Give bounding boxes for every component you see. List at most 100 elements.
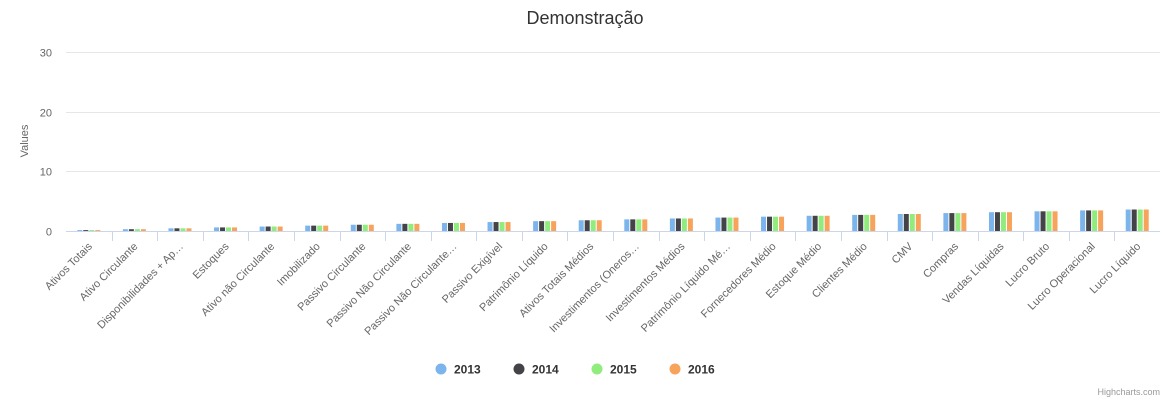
bar-2013[interactable] [943,213,949,231]
bar-2014[interactable] [721,217,727,231]
bar-2015[interactable] [499,222,505,231]
bar-2014[interactable] [994,212,1000,231]
bar-2016[interactable] [1006,212,1012,231]
legend[interactable]: 2013 2014 2015 2016 [435,363,716,377]
bar-2016[interactable] [961,213,967,231]
bar-2014[interactable] [539,221,545,231]
bar-2015[interactable] [864,214,870,231]
bar-2014[interactable] [356,224,362,231]
bar-2013[interactable] [168,228,174,231]
bar-2014[interactable] [128,229,134,231]
bar-2014[interactable] [447,222,453,231]
bar-2014[interactable] [903,214,909,231]
bar-2013[interactable] [1080,210,1086,231]
bar-2013[interactable] [624,219,630,231]
legend-item-2013[interactable]: 2013 [435,363,482,377]
bar-2015[interactable] [727,217,733,231]
bar-2014[interactable] [1086,210,1092,231]
bar-2015[interactable] [773,216,779,231]
bar-2013[interactable] [669,218,675,231]
bar-2015[interactable] [180,228,186,231]
bar-2014[interactable] [83,230,89,231]
bar-2016[interactable] [414,223,420,231]
bar-2015[interactable] [1092,210,1098,231]
bar-2016[interactable] [687,218,693,231]
bar-2015[interactable] [545,221,551,231]
bar-2016[interactable] [915,214,921,231]
bar-2015[interactable] [1137,209,1143,231]
bar-2014[interactable] [858,214,864,231]
bar-2016[interactable] [140,229,146,231]
bar-2013[interactable] [441,222,447,231]
bar-2014[interactable] [767,216,773,231]
bar-2013[interactable] [1034,211,1040,231]
bar-2014[interactable] [402,223,408,231]
bar-2013[interactable] [852,214,858,231]
bar-2014[interactable] [1040,211,1046,231]
bar-2014[interactable] [949,213,955,231]
bar-2015[interactable] [909,214,915,231]
bar-2015[interactable] [271,226,277,231]
bar-2016[interactable] [95,230,101,231]
bar-2016[interactable] [642,219,648,231]
bar-2016[interactable] [1098,210,1104,231]
legend-item-2015[interactable]: 2015 [591,363,638,377]
bar-2016[interactable] [505,222,511,231]
bar-2013[interactable] [350,224,356,231]
bar-2013[interactable] [533,221,539,231]
bar-2014[interactable] [493,222,499,231]
bar-2015[interactable] [1046,211,1052,231]
bar-2014[interactable] [265,226,271,231]
legend-item-2014[interactable]: 2014 [513,363,560,377]
bar-2015[interactable] [1000,212,1006,231]
bar-2013[interactable] [578,220,584,231]
bar-2014[interactable] [630,219,636,231]
bar-2015[interactable] [226,227,232,231]
bar-2015[interactable] [955,213,961,231]
bar-2015[interactable] [408,223,414,231]
bar-2015[interactable] [317,225,323,231]
bar-2013[interactable] [715,217,721,231]
bar-2013[interactable] [259,226,265,231]
bar-2013[interactable] [897,214,903,231]
bar-2016[interactable] [277,226,283,231]
bar-2016[interactable] [459,222,465,231]
bar-2014[interactable] [1131,209,1137,231]
bar-2014[interactable] [311,225,317,231]
bar-2015[interactable] [636,219,642,231]
bar-2016[interactable] [870,214,876,231]
bar-2013[interactable] [77,230,83,231]
bar-2014[interactable] [675,218,681,231]
bar-2013[interactable] [396,223,402,231]
bar-2014[interactable] [174,228,180,231]
bar-2016[interactable] [323,225,329,231]
bar-2016[interactable] [779,216,785,231]
bar-2013[interactable] [487,222,493,231]
bar-2013[interactable] [305,225,311,231]
bar-2015[interactable] [681,218,687,231]
bar-2015[interactable] [89,230,95,231]
bar-2013[interactable] [806,215,812,231]
bar-2013[interactable] [761,216,767,231]
bar-2015[interactable] [818,215,824,231]
bar-2016[interactable] [1052,211,1058,231]
bar-2016[interactable] [186,228,192,231]
bar-2013[interactable] [122,229,128,231]
bar-2014[interactable] [584,220,590,231]
bar-2013[interactable] [214,227,220,231]
bar-2014[interactable] [220,227,226,231]
bar-2016[interactable] [368,224,374,231]
bar-2016[interactable] [733,217,739,231]
bar-2015[interactable] [453,222,459,231]
bar-2013[interactable] [988,212,994,231]
bar-2013[interactable] [1125,209,1131,231]
bar-2015[interactable] [362,224,368,231]
legend-item-2016[interactable]: 2016 [669,363,716,377]
bar-2015[interactable] [134,229,140,231]
bar-2015[interactable] [590,220,596,231]
bar-2014[interactable] [812,215,818,231]
bar-2016[interactable] [551,221,557,231]
credits-text[interactable]: Highcharts.com [1097,387,1160,397]
bar-2016[interactable] [596,220,602,231]
bar-2016[interactable] [232,227,238,231]
